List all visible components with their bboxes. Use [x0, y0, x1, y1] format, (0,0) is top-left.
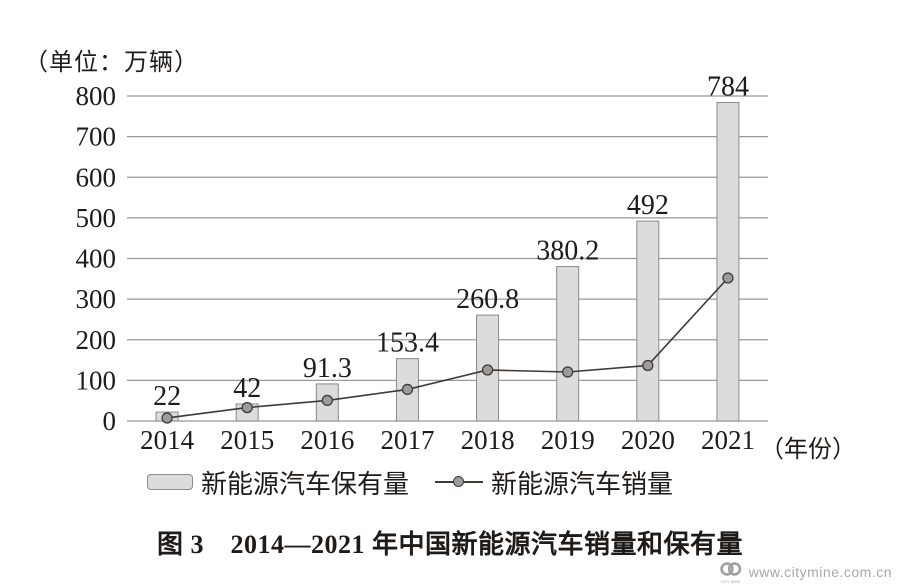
bar-value-label: 91.3: [303, 353, 352, 384]
x-tick-label: 2020: [621, 425, 675, 455]
sales-marker: [241, 401, 253, 414]
sales-marker: [161, 412, 173, 424]
y-tick-label: 600: [76, 162, 117, 192]
x-tick-label: 2021: [701, 425, 755, 455]
watermark-logo-caption: CITY MINE: [720, 579, 741, 584]
x-tick-label: 2015: [220, 425, 274, 455]
ownership-bar: [716, 102, 740, 422]
legend-bar-swatch: [147, 474, 193, 490]
legend-line-marker-icon: [453, 476, 465, 487]
sales-marker: [401, 383, 414, 396]
x-tick-label: 2019: [541, 425, 595, 455]
bar-value-label: 784: [707, 72, 749, 103]
sales-marker: [562, 366, 574, 378]
ownership-bar: [556, 266, 580, 422]
y-tick-label: 500: [76, 203, 117, 233]
x-tick-label: 2014: [140, 425, 195, 455]
y-tick-label: 300: [76, 284, 117, 314]
ownership-bar: [636, 220, 660, 422]
bar-value-label: 380.2: [536, 236, 599, 267]
bar-value-label: 22: [153, 381, 181, 412]
chart-plot: 0 100 200 300 400 500 600 700 800 22 42 91.3 153.4 26…: [76, 72, 768, 455]
bar-value-label: 492: [627, 190, 669, 221]
sales-marker: [642, 359, 654, 372]
figure-caption: 图 3 2014—2021 年中国新能源汽车销量和保有量: [156, 530, 743, 559]
y-tick-label: 200: [76, 325, 117, 355]
chart-legend: 新能源汽车保有量 新能源汽车销量: [147, 468, 673, 499]
sales-marker: [321, 394, 333, 407]
y-tick-label: 800: [76, 81, 117, 111]
y-tick-label: 700: [76, 122, 117, 152]
x-tick-label: 2016: [300, 425, 354, 455]
watermark-url: www.citymine.com.cn: [748, 564, 892, 580]
legend-line-swatch: [435, 475, 484, 489]
bar-value-label: 42: [233, 373, 261, 404]
legend-sales-label: 新能源汽车销量: [491, 469, 674, 499]
y-axis-unit-label: （单位：万辆）: [24, 50, 199, 76]
x-tick-label: 2017: [380, 425, 434, 455]
bar-value-label: 260.8: [456, 284, 519, 315]
y-tick-label: 400: [76, 244, 117, 274]
citymine-logo-icon: CITY MINE: [719, 561, 742, 584]
sales-line: [166, 277, 729, 419]
sales-marker: [481, 364, 494, 376]
legend-ownership-label: 新能源汽车保有量: [201, 469, 410, 499]
x-axis-unit-label: （年份）: [760, 437, 856, 463]
sales-marker: [722, 272, 734, 284]
watermark: CITY MINE www.citymine.com.cn: [719, 561, 892, 584]
y-tick-label: 0: [103, 406, 117, 436]
x-tick-label: 2018: [461, 425, 515, 455]
bar-value-label: 153.4: [376, 328, 439, 359]
y-tick-label: 100: [76, 365, 117, 395]
